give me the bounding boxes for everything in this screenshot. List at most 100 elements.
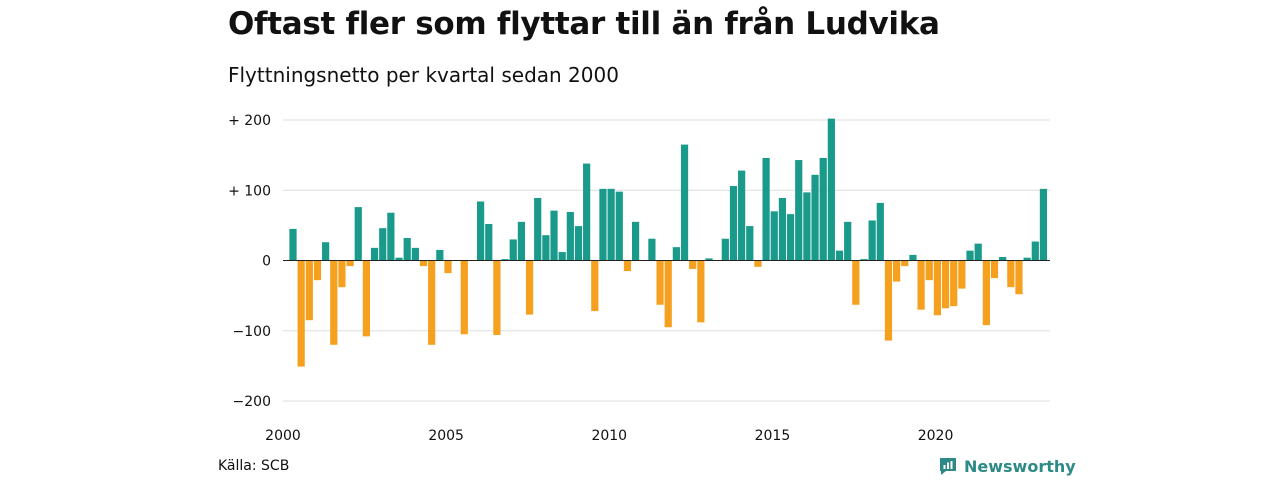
bar [754, 260, 762, 267]
bar [305, 260, 313, 321]
bar [884, 260, 893, 341]
bar [387, 212, 395, 261]
y-tick-label: −200 [233, 394, 271, 410]
bar [436, 249, 444, 261]
bars [289, 118, 1048, 367]
bar [501, 259, 509, 261]
bar [680, 144, 689, 261]
bar [795, 160, 803, 261]
bar [656, 260, 664, 305]
chart-title: Oftast fler som flyttar till än från Lud… [228, 6, 940, 42]
bar [362, 260, 371, 337]
bar [933, 260, 941, 316]
bar [803, 192, 811, 261]
bar [574, 226, 583, 261]
x-tick-label: 2010 [591, 428, 627, 444]
bar [428, 260, 436, 345]
bar [1007, 260, 1015, 288]
y-tick-label: + 200 [228, 113, 271, 129]
bar [909, 254, 917, 261]
bar [1031, 241, 1039, 261]
bar [403, 238, 411, 261]
bar [313, 260, 322, 281]
bar [395, 257, 403, 261]
bar [770, 211, 778, 261]
bar [607, 188, 615, 261]
bar [917, 260, 925, 310]
y-tick-label: −100 [233, 324, 271, 340]
bar [844, 221, 852, 261]
bar [974, 243, 982, 261]
bar [631, 221, 640, 261]
bar [517, 221, 525, 261]
bar [746, 226, 754, 261]
bar [664, 260, 672, 328]
bar [330, 260, 338, 345]
bar [786, 214, 795, 261]
bar [379, 228, 387, 261]
bar [990, 260, 999, 279]
bar [999, 256, 1007, 261]
bar [558, 252, 566, 261]
bar [583, 163, 591, 261]
bar [419, 260, 428, 267]
bar [852, 260, 860, 305]
newsworthy-logo-icon [940, 458, 956, 475]
bar [697, 260, 705, 323]
bar [566, 212, 574, 261]
bar [591, 260, 599, 312]
bar [966, 250, 974, 261]
bar [542, 235, 550, 261]
bar [893, 260, 901, 282]
bar [819, 157, 827, 261]
bar [550, 210, 558, 261]
brand-name: Newsworthy [964, 456, 1076, 476]
bar [297, 260, 305, 367]
bar [941, 260, 950, 309]
bar [876, 202, 884, 261]
bar [493, 260, 501, 335]
x-tick-label: 2000 [265, 428, 301, 444]
bar [354, 207, 362, 261]
bar [460, 260, 468, 335]
bar [1039, 188, 1048, 261]
bar [901, 260, 909, 267]
bar [444, 260, 452, 274]
bar [322, 242, 330, 261]
brand-logo: Newsworthy [938, 456, 1076, 476]
y-tick-label: + 100 [228, 183, 271, 199]
bar [599, 188, 607, 261]
bar [615, 191, 623, 261]
bar [729, 186, 738, 261]
x-tick-label: 2020 [918, 428, 954, 444]
gridlines [283, 119, 1050, 402]
source-note: Källa: SCB [218, 458, 290, 474]
bar [338, 260, 346, 288]
bar [762, 157, 770, 261]
bar [958, 260, 966, 289]
bar [477, 201, 485, 261]
bar [648, 238, 656, 261]
bar [811, 174, 819, 261]
bar [525, 260, 534, 315]
bar [835, 250, 844, 261]
bar [534, 197, 542, 261]
bar [509, 239, 517, 261]
bar [346, 260, 354, 267]
bar [778, 197, 787, 261]
bar [721, 238, 729, 261]
bar [705, 258, 713, 261]
bar [950, 260, 958, 307]
x-axis-ticks: 2000 2005 2010 2015 2020 [265, 428, 953, 444]
bar [485, 223, 493, 261]
bar [689, 260, 697, 269]
bar [860, 259, 868, 261]
bar [623, 260, 632, 272]
bar [289, 228, 297, 261]
bar [738, 170, 746, 261]
bar [827, 118, 835, 261]
bar [1015, 260, 1023, 295]
bar [411, 247, 419, 261]
y-tick-label: 0 [262, 254, 271, 270]
